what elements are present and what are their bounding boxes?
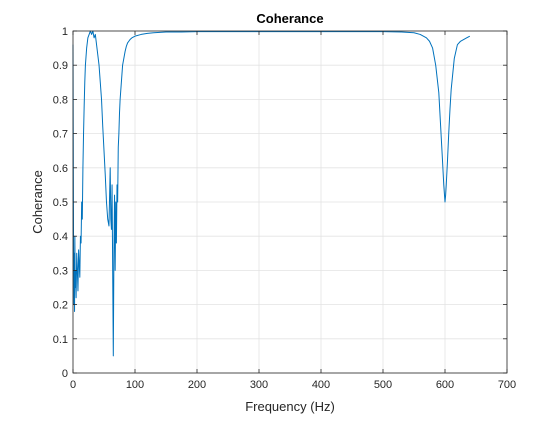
y-axis-label: Coherance bbox=[30, 170, 45, 234]
axis-ticks bbox=[72, 30, 508, 374]
coherence-series-line bbox=[72, 30, 471, 357]
y-tick-label: 0.3 bbox=[53, 265, 68, 277]
y-tick-label: 0.5 bbox=[53, 197, 68, 209]
chart-title: Coherance bbox=[256, 11, 323, 26]
x-tick-label: 500 bbox=[374, 379, 392, 391]
x-tick-label: 600 bbox=[436, 379, 454, 391]
y-tick-label: 0.2 bbox=[53, 300, 68, 312]
y-tick-label: 0.1 bbox=[53, 334, 68, 346]
plot-area bbox=[72, 30, 471, 357]
y-tick-label: 0 bbox=[62, 368, 68, 380]
y-tick-label: 0.9 bbox=[53, 60, 68, 72]
y-tick-label: 0.8 bbox=[53, 94, 68, 106]
x-tick-label: 100 bbox=[126, 379, 144, 391]
x-tick-label: 0 bbox=[70, 379, 76, 391]
x-tick-label: 700 bbox=[498, 379, 516, 391]
y-tick-labels: 0 0.1 0.2 0.3 0.4 0.5 0.6 0.7 0.8 0.9 1 bbox=[53, 26, 68, 380]
x-tick-labels: 0 100 200 300 400 500 600 700 bbox=[70, 379, 516, 391]
y-tick-label: 1 bbox=[62, 26, 68, 38]
x-tick-label: 400 bbox=[312, 379, 330, 391]
x-tick-label: 300 bbox=[250, 379, 268, 391]
y-tick-label: 0.4 bbox=[53, 231, 68, 243]
y-tick-label: 0.6 bbox=[53, 163, 68, 175]
y-tick-label: 0.7 bbox=[53, 129, 68, 141]
x-axis-label: Frequency (Hz) bbox=[245, 399, 335, 414]
x-tick-label: 200 bbox=[188, 379, 206, 391]
